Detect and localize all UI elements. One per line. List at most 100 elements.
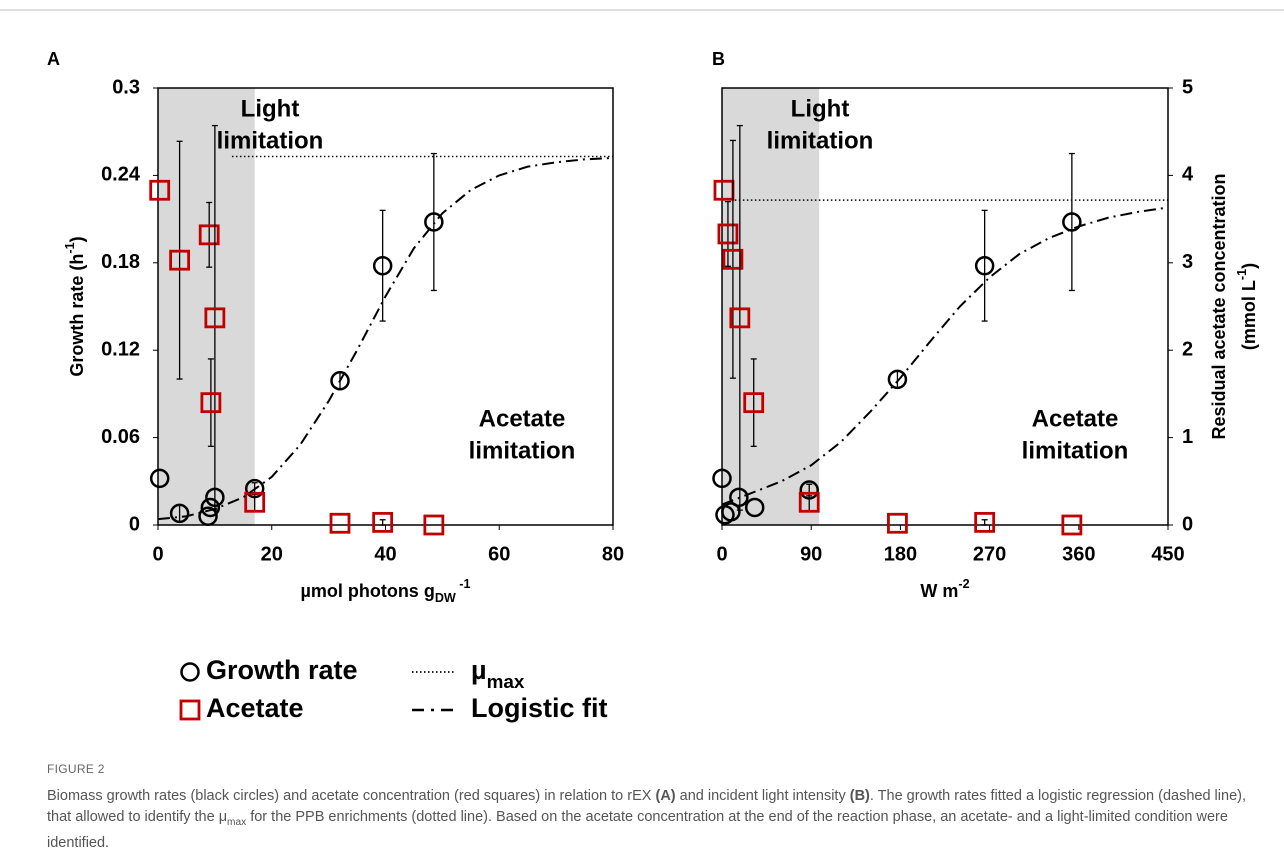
caption-part: max	[227, 816, 247, 828]
growth-marker	[721, 502, 741, 522]
y2-axis-label: Residual acetate concentration	[1209, 173, 1229, 439]
legend-label: µmax	[471, 655, 525, 692]
acetate-marker	[887, 512, 908, 534]
legend-swatch	[180, 662, 200, 682]
acetate-marker	[798, 491, 820, 513]
text-part: Growth rate (h	[67, 254, 87, 377]
error-bar	[207, 358, 214, 447]
error-bar	[981, 209, 988, 322]
panel-label: A	[47, 49, 60, 69]
annotation: Light	[241, 95, 300, 122]
error-bar	[750, 358, 757, 447]
error-bar	[729, 139, 736, 379]
y2-tick-label: 2	[1182, 338, 1193, 360]
caption-part: Biomass growth rates (black circles) and…	[47, 788, 656, 804]
error-bar	[724, 200, 731, 267]
y2-tick-label: 1	[1182, 426, 1193, 448]
y-axis-label: Growth rate (h-1)	[63, 236, 86, 376]
annotation: limitation	[1022, 437, 1129, 464]
y2-axis-label: (mmol L-1)	[1235, 263, 1258, 350]
growth-marker	[729, 487, 749, 508]
y2-tick-label: 5	[1182, 76, 1193, 98]
growth-marker	[424, 212, 444, 232]
caption-part: (A)	[655, 788, 676, 804]
text-part: )	[1239, 263, 1259, 269]
acetate-marker	[743, 392, 765, 414]
acetate-marker	[169, 249, 191, 271]
x-tick-label: 80	[602, 543, 624, 565]
annotation: limitation	[217, 127, 324, 154]
y-tick-label: 0.24	[101, 164, 141, 186]
acetate-marker	[974, 511, 996, 533]
line-dashdot	[157, 156, 614, 521]
growth-marker	[712, 468, 732, 489]
caption-part: and incident light intensity	[675, 788, 850, 804]
acetate-marker	[149, 179, 171, 201]
growth-marker	[169, 503, 190, 524]
x-tick-label: 40	[374, 543, 396, 565]
error-bar	[206, 201, 213, 268]
annotation: limitation	[767, 127, 874, 154]
growth-marker	[330, 371, 350, 391]
caption-part: . The growth rates fitted a logistic reg…	[47, 788, 1246, 825]
growth-marker	[887, 369, 908, 390]
acetate-marker	[244, 491, 266, 513]
y-tick-label: 0.06	[101, 426, 140, 448]
plot-frame	[721, 87, 1169, 526]
x-axis-label: µmol photons gDW -1	[300, 577, 470, 605]
x-tick-label: 90	[800, 543, 822, 565]
text-part: -2	[958, 577, 969, 591]
growth-marker	[372, 255, 393, 276]
y2-tick-label: 3	[1182, 251, 1193, 273]
x-tick-label: 0	[716, 543, 727, 565]
x-tick-label: 270	[973, 543, 1006, 565]
error-bar	[1068, 152, 1075, 292]
acetate-marker	[717, 223, 739, 245]
x-tick-label: 0	[152, 543, 163, 565]
text-part: DW	[435, 591, 456, 605]
text-part: W m	[920, 581, 958, 601]
y-tick-label: 0.3	[112, 76, 140, 98]
acetate-marker	[423, 514, 445, 536]
text-part: µ	[471, 655, 487, 685]
x-tick-label: 360	[1062, 543, 1095, 565]
text-part: -1	[456, 577, 471, 591]
y-tick-label: 0	[129, 513, 140, 535]
growth-marker	[974, 255, 995, 276]
acetate-marker	[722, 248, 744, 270]
legend-label: Logistic fit	[471, 693, 608, 723]
y2-tick-label: 4	[1182, 164, 1194, 186]
caption-part: (B)	[849, 788, 870, 804]
text-part: -1	[1235, 269, 1249, 280]
y2-tick-label: 0	[1182, 513, 1193, 535]
caption-part: for the PPB enrichments (dotted line). B…	[47, 809, 1228, 851]
line-dashdot	[721, 206, 1169, 506]
legend-label: Acetate	[206, 693, 304, 723]
x-tick-label: 60	[488, 543, 510, 565]
y-tick-label: 0.12	[101, 338, 140, 360]
acetate-marker	[204, 307, 226, 329]
y-tick-label: 0.18	[101, 251, 140, 273]
growth-marker	[744, 497, 765, 518]
acetate-marker	[372, 511, 394, 533]
error-bar	[736, 124, 743, 511]
x-tick-label: 20	[261, 543, 283, 565]
annotation: Light	[791, 95, 850, 122]
error-bar	[379, 519, 386, 526]
light-limitation-region	[722, 88, 820, 525]
figure-label: FIGURE 2	[47, 762, 105, 776]
acetate-marker	[1061, 514, 1083, 536]
error-bar	[176, 140, 183, 380]
legend-label: Growth rate	[206, 655, 358, 685]
text-part: max	[487, 672, 525, 693]
figure-caption: Biomass growth rates (black circles) and…	[47, 786, 1252, 854]
growth-marker	[1062, 212, 1082, 232]
x-axis-label: W m-2	[920, 577, 969, 600]
error-bar	[430, 152, 437, 292]
acetate-marker	[329, 512, 351, 534]
legend-swatch	[179, 699, 201, 721]
text-part: )	[67, 236, 87, 242]
text-part: µmol photons g	[300, 581, 434, 601]
acetate-marker	[198, 224, 220, 246]
